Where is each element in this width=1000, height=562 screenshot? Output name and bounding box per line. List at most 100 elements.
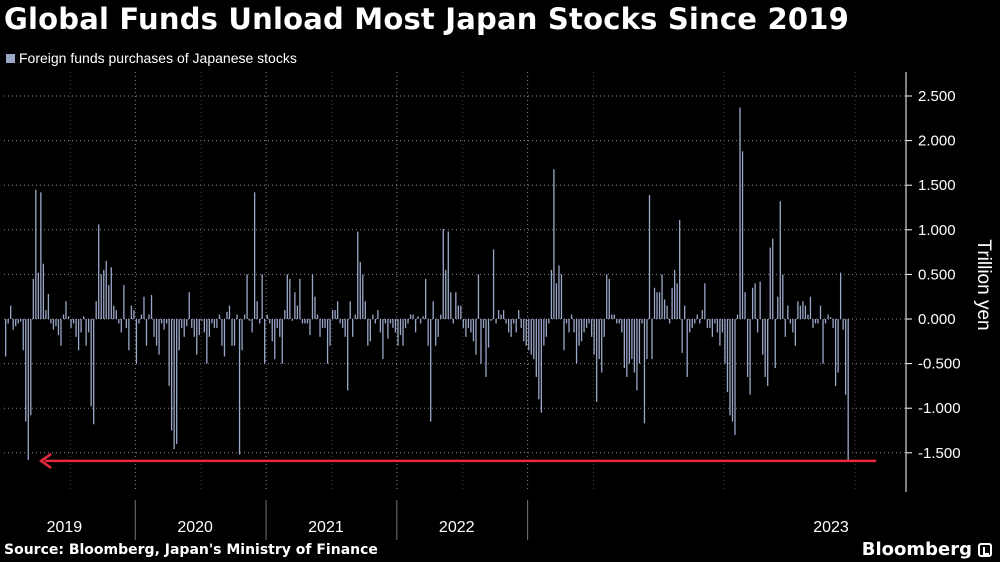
data-bar [176, 319, 178, 444]
data-bar [689, 319, 691, 333]
data-bar [661, 274, 663, 319]
data-bar [749, 319, 751, 395]
data-bar [5, 319, 7, 357]
data-bar [407, 319, 409, 324]
data-bar [77, 319, 80, 351]
data-bar [681, 319, 683, 353]
y-tick-label: -0.500 [918, 356, 961, 373]
data-bar [646, 319, 648, 360]
x-year-label: 2023 [813, 519, 849, 536]
legend-label: Foreign funds purchases of Japanese stoc… [19, 50, 297, 66]
data-bar [110, 267, 112, 319]
data-bar [62, 314, 65, 319]
data-bar [648, 195, 651, 319]
data-bar [191, 319, 193, 328]
data-bar [87, 319, 90, 333]
data-bar [246, 274, 248, 319]
data-bar [819, 305, 822, 319]
data-bar [228, 305, 231, 319]
data-bar [15, 319, 17, 327]
data-bar [324, 319, 326, 328]
data-bar [746, 319, 749, 377]
data-bar [369, 319, 371, 342]
data-bar [399, 319, 402, 336]
data-bar [837, 319, 839, 373]
data-bar [460, 305, 462, 319]
data-bar [80, 319, 82, 333]
data-bar [178, 319, 180, 351]
data-bar [221, 319, 223, 346]
data-bar [394, 319, 397, 333]
data-bar [12, 319, 14, 330]
data-bar [27, 319, 29, 460]
data-bar [165, 319, 168, 324]
data-bar [513, 319, 515, 324]
data-bar [485, 319, 487, 377]
data-bar [560, 274, 563, 319]
data-bar [628, 319, 631, 364]
data-bar [140, 314, 143, 319]
data-bar [613, 314, 615, 319]
data-bar [802, 301, 804, 319]
x-year-label: 2021 [308, 519, 344, 536]
data-bar [686, 319, 688, 377]
data-bar [653, 287, 656, 319]
data-bar [465, 319, 467, 337]
data-bar [603, 319, 605, 337]
data-bar [347, 319, 349, 391]
data-bar [186, 319, 188, 327]
data-bar [736, 314, 739, 319]
data-bar [183, 319, 185, 337]
data-bar [787, 305, 789, 319]
data-bar [731, 319, 734, 422]
data-bar [668, 319, 671, 324]
data-bar [160, 319, 163, 324]
data-bar [90, 319, 92, 407]
data-bar [120, 319, 122, 333]
data-bar [138, 319, 140, 324]
data-bar [201, 319, 203, 321]
data-bar [289, 278, 291, 319]
data-bar [377, 310, 379, 319]
data-bar [631, 319, 633, 360]
data-bar [118, 319, 120, 324]
data-bar [334, 310, 336, 319]
data-bar [475, 319, 477, 355]
data-bar [497, 310, 500, 319]
data-bar [450, 292, 452, 319]
data-bar [500, 314, 502, 319]
data-bar [596, 319, 598, 402]
data-bar [756, 319, 759, 333]
data-bar [636, 319, 638, 391]
data-bar [261, 274, 263, 319]
data-bar [847, 319, 849, 460]
data-bar [125, 319, 128, 328]
data-bar [832, 319, 834, 328]
data-bar [419, 319, 422, 324]
data-bar [281, 319, 283, 364]
data-bar [487, 319, 490, 348]
data-bar [510, 319, 512, 337]
data-bar [276, 319, 278, 328]
data-bar [384, 319, 387, 324]
data-bar [316, 314, 319, 319]
data-bar [598, 319, 600, 360]
data-bar [744, 292, 746, 319]
data-bar [269, 319, 271, 324]
data-bar [349, 301, 351, 319]
data-bar [238, 319, 241, 455]
data-bar [588, 319, 590, 324]
x-year-label: 2022 [439, 519, 475, 536]
data-bar [196, 319, 198, 355]
data-bar [135, 319, 138, 364]
data-bar [774, 319, 776, 369]
data-bar [724, 319, 726, 364]
data-bar [601, 319, 603, 373]
data-bar [211, 319, 213, 324]
data-bar [427, 319, 429, 346]
data-bar [243, 314, 246, 319]
data-bar [153, 319, 155, 337]
bloomberg-mark-icon [978, 542, 992, 557]
data-bar [130, 305, 133, 319]
data-bar [367, 319, 369, 346]
